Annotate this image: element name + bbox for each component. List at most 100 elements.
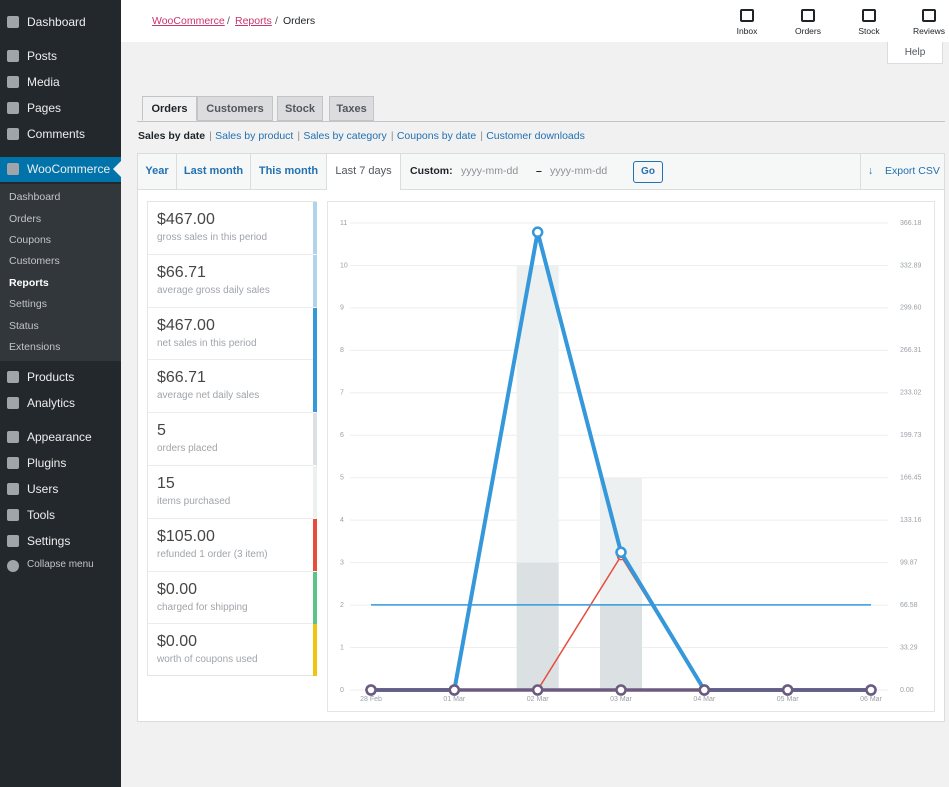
toolbar-label[interactable]: Inbox xyxy=(736,26,758,36)
summary-label[interactable]: worth of coupons used xyxy=(157,654,258,666)
summary-color-bar xyxy=(313,202,317,254)
summary-legend xyxy=(147,201,317,676)
summary-label[interactable]: orders placed xyxy=(157,443,218,455)
range-tab[interactable]: Year xyxy=(138,154,177,189)
summary-amount[interactable]: 5 xyxy=(157,422,166,440)
summary-amount[interactable]: $0.00 xyxy=(157,633,198,651)
menu-item[interactable]: Tools xyxy=(27,508,56,522)
summary-label[interactable]: average gross daily sales xyxy=(157,284,270,296)
menu-item[interactable]: Users xyxy=(27,482,59,496)
date-to[interactable]: yyyy-mm-dd xyxy=(550,165,608,177)
menu-item[interactable]: Products xyxy=(27,370,75,384)
report-tab[interactable]: Customers xyxy=(197,96,273,121)
menu-item[interactable]: Plugins xyxy=(27,456,67,470)
submenu-item[interactable]: Reports xyxy=(9,277,49,289)
menu-icon xyxy=(7,431,19,443)
summary-amount[interactable]: $66.71 xyxy=(157,263,206,281)
subnav-link[interactable]: Customer downloads xyxy=(486,130,585,142)
summary-divider xyxy=(148,306,313,308)
toolbar-label[interactable]: Stock xyxy=(858,26,880,36)
export-label: Export CSV xyxy=(885,165,940,177)
submenu-background xyxy=(0,184,121,361)
subnav-sep: | xyxy=(390,130,394,142)
summary-label[interactable]: charged for shipping xyxy=(157,601,248,613)
submenu-item[interactable]: Customers xyxy=(9,255,60,267)
summary-label[interactable]: net sales in this period xyxy=(157,337,257,349)
go-button[interactable]: Go xyxy=(633,161,663,183)
menu-item[interactable]: WooCommerce xyxy=(27,162,111,176)
menu-item[interactable]: Dashboard xyxy=(27,15,86,29)
toolbar-icon[interactable] xyxy=(801,9,815,22)
y-tick-label: 3 xyxy=(340,559,344,566)
date-from[interactable]: yyyy-mm-dd xyxy=(461,165,519,177)
summary-amount[interactable]: 15 xyxy=(157,475,175,492)
submenu-item[interactable]: Coupons xyxy=(9,234,52,246)
range-tab[interactable]: This month xyxy=(251,154,327,189)
subnav-link[interactable]: Sales by product xyxy=(215,130,294,142)
breadcrumb-link[interactable]: Reports xyxy=(235,15,272,27)
submenu-item[interactable]: Extensions xyxy=(9,341,61,353)
toolbar-icon[interactable] xyxy=(740,9,754,22)
menu-item[interactable]: Appearance xyxy=(27,430,92,444)
summary-amount[interactable]: $467.00 xyxy=(157,211,215,228)
menu-icon xyxy=(7,163,19,175)
y2-tick-label: 366.18 xyxy=(900,220,922,227)
summary-label[interactable]: average net daily sales xyxy=(157,390,260,402)
menu-icon xyxy=(7,535,19,547)
menu-icon xyxy=(7,483,19,495)
report-tab[interactable]: Taxes xyxy=(329,96,374,121)
submenu-item[interactable]: Orders xyxy=(9,213,42,225)
summary-color-bar xyxy=(313,307,317,360)
toolbar-icon[interactable] xyxy=(862,9,876,22)
summary-amount[interactable]: $0.00 xyxy=(157,580,198,598)
summary-amount[interactable]: $467.00 xyxy=(157,316,215,334)
range-tab[interactable]: Last month xyxy=(177,154,251,189)
breadcrumb-link[interactable]: WooCommerce xyxy=(152,15,225,27)
help-button[interactable]: Help xyxy=(887,42,943,64)
subnav-link[interactable]: Coupons by date xyxy=(396,130,477,142)
export-csv[interactable]: Export CSV xyxy=(860,154,944,189)
summary-amount[interactable]: $105.00 xyxy=(157,527,215,545)
summary-label[interactable]: refunded 1 order (3 item) xyxy=(157,548,268,560)
menu-icon xyxy=(7,397,19,409)
menu-icon xyxy=(7,457,19,469)
toolbar-label[interactable]: Reviews xyxy=(912,26,946,36)
report-tab[interactable]: Orders xyxy=(142,96,197,121)
summary-color-bar xyxy=(313,518,317,571)
report-tab[interactable]: Stock xyxy=(277,96,323,121)
submenu-item[interactable]: Status xyxy=(9,320,39,332)
point xyxy=(365,684,377,696)
menu-icon xyxy=(7,76,19,88)
menu-item[interactable]: Settings xyxy=(27,534,71,548)
summary-color-bar xyxy=(313,254,317,307)
toolbar-icon[interactable] xyxy=(922,9,936,22)
summary-color-bar xyxy=(313,466,317,518)
submenu-item[interactable]: Dashboard xyxy=(9,191,61,203)
point xyxy=(615,684,627,696)
subnav-link[interactable]: Sales by date xyxy=(138,130,206,142)
y-tick-label: 8 xyxy=(340,347,344,354)
export-arrow: ↓ xyxy=(868,165,874,177)
summary-label[interactable]: gross sales in this period xyxy=(157,232,268,243)
menu-icon xyxy=(7,509,19,521)
menu-item[interactable]: Media xyxy=(27,75,60,89)
y-tick-label: 0 xyxy=(340,687,344,694)
summary-amount[interactable]: $66.71 xyxy=(157,369,206,387)
chart-panel: 0 1 2 3 4 5 6 7 8 9 10 11 0.00 33.29 66.58 99.87 133.16 1… xyxy=(327,201,935,712)
summary-divider xyxy=(148,359,313,361)
subnav-link[interactable]: Sales by category xyxy=(303,130,387,142)
summary-label[interactable]: items purchased xyxy=(157,496,231,507)
submenu-item[interactable]: Settings xyxy=(9,298,47,310)
y2-tick-label: 99.87 xyxy=(900,559,918,566)
menu-item[interactable]: Posts xyxy=(27,49,58,63)
toolbar-label[interactable]: Orders xyxy=(795,26,821,36)
range-tab[interactable]: Last 7 days xyxy=(327,154,401,190)
menu-item[interactable]: Analytics xyxy=(27,396,76,410)
y-tick-label: 4 xyxy=(340,517,344,524)
point xyxy=(698,684,711,696)
menu-item[interactable]: Collapse menu xyxy=(27,559,94,570)
menu-item[interactable]: Pages xyxy=(27,101,62,115)
summary-divider xyxy=(148,623,313,625)
menu-item[interactable]: Comments xyxy=(27,127,86,141)
date-sep: – xyxy=(536,165,542,177)
